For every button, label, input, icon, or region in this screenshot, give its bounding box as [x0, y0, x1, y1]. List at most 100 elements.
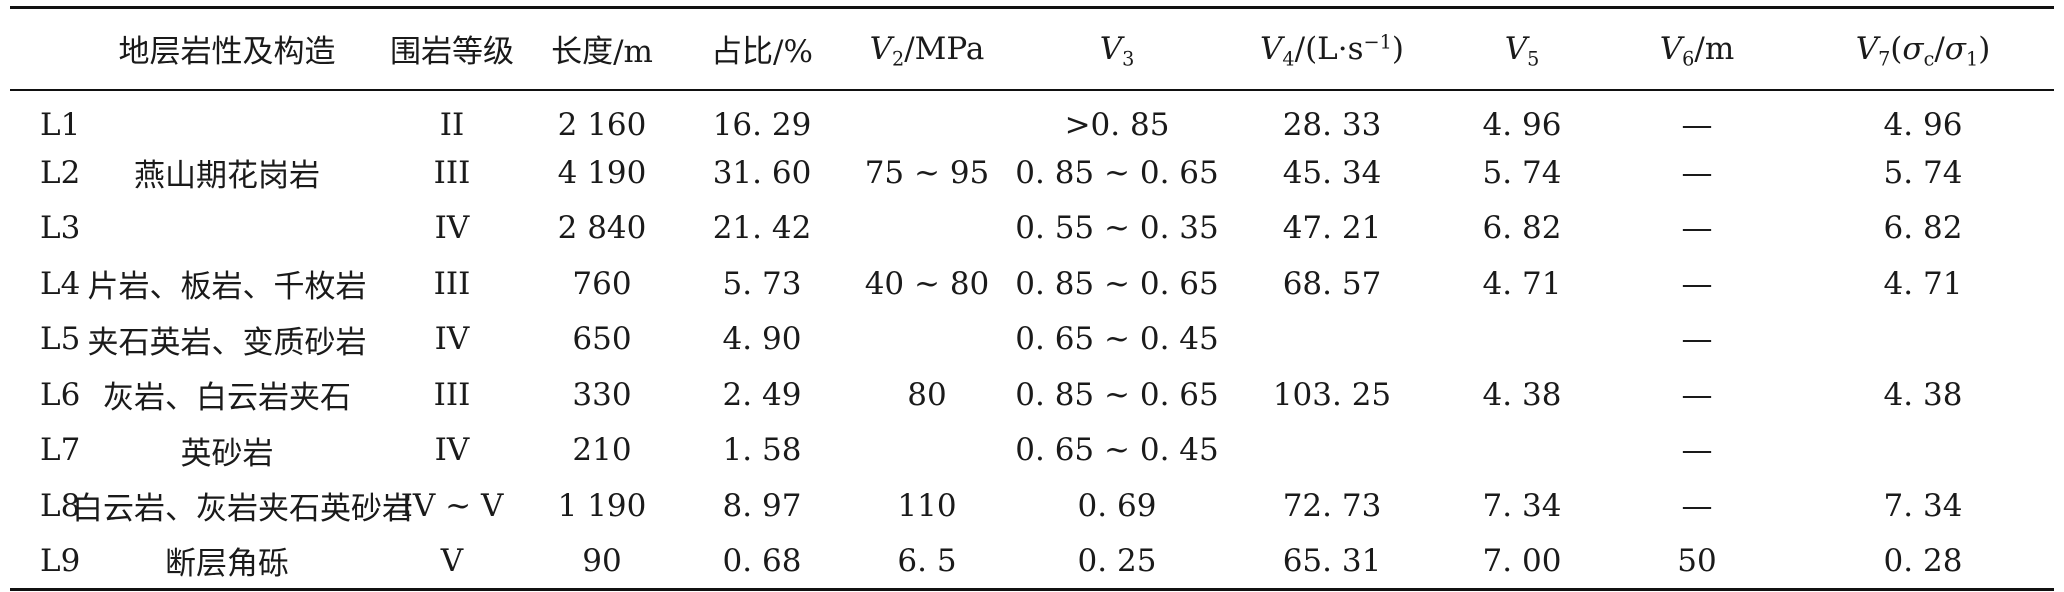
cell-ratio: 8. 97 [722, 487, 802, 524]
header-v4-unit-b: ) [1391, 30, 1404, 67]
cell-v5: 4. 38 [1482, 376, 1562, 413]
cell-v5: 7. 34 [1482, 487, 1562, 524]
header-v7-sigma1: σ [1944, 30, 1966, 67]
cell-lithology: 英砂岩 [180, 435, 274, 472]
header-row: 地层岩性及构造 围岩等级 长度/m 占比/% V2/MPa V3 V4/(L·s… [10, 6, 2054, 91]
header-lithology: 地层岩性及构造 [72, 6, 382, 91]
header-ratio: 占比/% [682, 6, 842, 91]
table-row: L1 II 2 160 16. 29 >0. 85 28. 33 4. 96 —… [10, 90, 2054, 146]
cell-lithology: 灰岩、白云岩夹石 [103, 380, 351, 417]
cell-v7: 4. 96 [1883, 106, 1963, 143]
cell-v4: 103. 25 [1272, 376, 1392, 413]
cell-length: 2 840 [557, 210, 647, 247]
cell-v5: 7. 00 [1442, 533, 1602, 591]
cell-code: L9 [10, 533, 80, 591]
header-v4-var: V [1260, 30, 1283, 67]
cell-code: L6 [40, 376, 81, 413]
cell-lithology [72, 90, 382, 146]
cell-v3: 0. 65 ~ 0. 45 [1015, 321, 1219, 358]
cell-ratio: 5. 73 [722, 265, 802, 302]
cell-v2 [842, 201, 1012, 257]
header-grade: 围岩等级 [382, 6, 522, 91]
table-body: L1 II 2 160 16. 29 >0. 85 28. 33 4. 96 —… [10, 90, 2054, 591]
cell-v6: — [1681, 432, 1713, 469]
cell-v2: 75 ~ 95 [864, 154, 990, 191]
cell-lithology: 断层角砾 [72, 533, 382, 591]
header-v7-sub: 7 [1878, 47, 1891, 71]
cell-v7: 7. 34 [1883, 487, 1963, 524]
cell-v7 [1792, 423, 2054, 479]
header-v7-var: V [1855, 30, 1879, 67]
cell-length: 90 [522, 533, 682, 591]
header-v3-var: V [1099, 30, 1123, 67]
cell-v4: 28. 33 [1282, 106, 1382, 143]
header-v6-var: V [1659, 30, 1683, 67]
cell-length: 1 190 [557, 487, 647, 524]
cell-v7: 5. 74 [1883, 154, 1963, 191]
cell-v4 [1222, 423, 1442, 479]
cell-ratio: 1. 58 [722, 432, 802, 469]
cell-lithology: 夹石英岩、变质砂岩 [87, 324, 367, 361]
table-row: L4 片岩、板岩、千枚岩 III 760 5. 73 40 ~ 80 0. 85… [10, 256, 2054, 312]
cell-code: L3 [40, 210, 81, 247]
cell-v5: 4. 96 [1482, 106, 1562, 143]
cell-length: 330 [572, 376, 632, 413]
header-v7-one: 1 [1965, 47, 1979, 71]
header-v2-var: V [869, 30, 893, 67]
cell-v7: 0. 28 [1792, 533, 2054, 591]
cell-v3: 0. 25 [1012, 533, 1222, 591]
cell-v2: 40 ~ 80 [864, 265, 990, 302]
cell-code: L1 [40, 106, 81, 143]
cell-v2 [842, 90, 1012, 146]
header-v4-sub: 4 [1282, 47, 1295, 71]
cell-v3: 0. 55 ~ 0. 35 [1015, 210, 1219, 247]
header-v4: V4/(L·s−1) [1222, 6, 1442, 91]
cell-grade: IV [434, 210, 470, 247]
cell-ratio: 21. 42 [712, 210, 812, 247]
header-v7: V7(σc/σ1) [1792, 6, 2054, 91]
cell-v4: 72. 73 [1282, 487, 1382, 524]
cell-v6: — [1681, 154, 1713, 191]
cell-v4: 45. 34 [1282, 154, 1382, 191]
header-v7-sigma: σ [1902, 30, 1924, 67]
cell-code: L8 [40, 487, 81, 524]
header-v5: V5 [1442, 6, 1602, 91]
cell-v7: 6. 82 [1883, 210, 1963, 247]
cell-v7: 4. 71 [1883, 265, 1963, 302]
cell-v5 [1442, 423, 1602, 479]
cell-v2: 80 [907, 376, 947, 413]
cell-v6: — [1681, 106, 1713, 143]
cell-v5 [1442, 312, 1602, 368]
cell-code: L7 [40, 432, 81, 469]
header-length: 长度/m [522, 6, 682, 91]
cell-grade: III [433, 154, 471, 191]
cell-v7 [1792, 312, 2054, 368]
table-row: L9 断层角砾 V 90 0. 68 6. 5 0. 25 65. 31 7. … [10, 533, 2054, 591]
cell-v5: 5. 74 [1482, 154, 1562, 191]
cell-length: 760 [572, 265, 632, 302]
header-v3-sub: 3 [1122, 47, 1135, 71]
header-v2-unit: /MPa [904, 30, 985, 67]
cell-grade: IV [434, 432, 470, 469]
cell-grade: IV [434, 321, 470, 358]
cell-lithology [72, 201, 382, 257]
cell-grade: III [433, 265, 471, 302]
header-v2-sub: 2 [892, 47, 905, 71]
cell-v4 [1222, 312, 1442, 368]
cell-v6: — [1681, 376, 1713, 413]
cell-v4: 47. 21 [1282, 210, 1382, 247]
cell-length: 210 [572, 432, 632, 469]
cell-v7: 4. 38 [1883, 376, 1963, 413]
cell-grade: III [433, 376, 471, 413]
cell-ratio: 4. 90 [722, 321, 802, 358]
cell-v3: 0. 69 [1077, 487, 1157, 524]
cell-v4: 68. 57 [1282, 265, 1382, 302]
cell-lithology: 片岩、板岩、千枚岩 [87, 269, 367, 306]
header-v4-unit-sup: −1 [1363, 30, 1392, 54]
cell-ratio: 31. 60 [712, 154, 812, 191]
cell-v3: >0. 85 [1064, 106, 1170, 143]
cell-v3: 0. 85 ~ 0. 65 [1015, 265, 1219, 302]
cell-v5: 6. 82 [1482, 210, 1562, 247]
table-row: L2 燕山期花岗岩 III 4 190 31. 60 75 ~ 95 0. 85… [10, 145, 2054, 201]
